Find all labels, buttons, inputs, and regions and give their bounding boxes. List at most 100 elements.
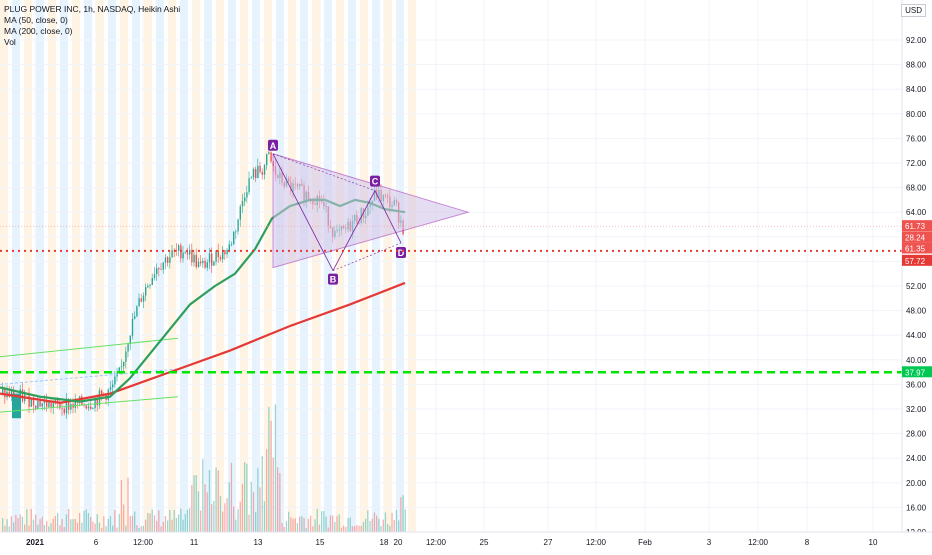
pattern-point-b: B xyxy=(330,275,337,285)
candle-body xyxy=(235,231,237,233)
volume-bar xyxy=(329,515,332,532)
candle-body xyxy=(10,390,13,397)
volume-bar xyxy=(255,512,257,532)
volume-bar xyxy=(235,519,237,532)
candle-body xyxy=(140,298,142,302)
price-tick-label: 80.00 xyxy=(906,110,927,119)
volume-bar xyxy=(54,515,57,532)
volume-bar xyxy=(250,481,252,532)
time-tick-label: 18 xyxy=(380,538,389,547)
volume-bar xyxy=(274,404,277,532)
candle-body xyxy=(255,169,257,179)
volume-bar xyxy=(134,511,136,532)
volume-bar xyxy=(116,527,118,532)
candle-body xyxy=(48,400,50,407)
candle-body xyxy=(200,261,202,264)
price-tick-label: 84.00 xyxy=(906,85,927,94)
volume-bar xyxy=(46,520,48,532)
volume-bar xyxy=(206,492,208,532)
volume-bar xyxy=(193,475,195,532)
volume-bar xyxy=(402,495,404,532)
volume-bar xyxy=(92,521,94,532)
candle-body xyxy=(28,393,30,407)
pattern-point-d: D xyxy=(398,248,405,258)
legend-vol[interactable]: Vol xyxy=(4,37,16,47)
chart-legend: PLUG POWER INC, 1h, NASDAQ, Heikin Ashi … xyxy=(4,4,180,48)
session-band xyxy=(264,0,272,532)
candle-body xyxy=(118,367,120,373)
candle-body xyxy=(68,400,70,410)
volume-bar xyxy=(395,509,398,532)
legend-symbol[interactable]: PLUG POWER INC, 1h, NASDAQ, Heikin Ashi xyxy=(4,4,181,14)
price-tick-label: 48.00 xyxy=(906,307,927,316)
volume-bar xyxy=(35,514,37,532)
volume-bar xyxy=(2,518,4,532)
time-tick-label: 10 xyxy=(869,538,878,547)
candle-body xyxy=(138,298,140,307)
session-band xyxy=(12,0,20,532)
volume-bar xyxy=(268,406,270,532)
volume-bar xyxy=(19,514,21,532)
session-band xyxy=(84,0,92,532)
legend-ma50[interactable]: MA (50, close, 0) xyxy=(4,15,68,25)
volume-bar xyxy=(81,522,83,532)
time-tick-label: 12:00 xyxy=(426,538,447,547)
time-tick-label: 6 xyxy=(94,538,99,547)
candle-body xyxy=(222,250,224,260)
volume-bar xyxy=(70,519,72,532)
volume-bar xyxy=(285,521,288,532)
candle-body xyxy=(156,268,158,275)
volume-bar xyxy=(129,516,131,532)
volume-bar xyxy=(314,519,316,532)
volume-bar xyxy=(239,501,241,532)
volume-bar xyxy=(169,509,171,532)
pattern-point-c: C xyxy=(372,177,379,187)
volume-bar xyxy=(125,525,127,532)
candle-body xyxy=(169,257,171,263)
volume-bar xyxy=(184,513,186,532)
session-band xyxy=(216,0,224,532)
candle-body xyxy=(215,250,217,262)
candle-body xyxy=(101,390,103,395)
volume-bar xyxy=(37,524,39,532)
candle-body xyxy=(39,400,41,407)
candle-body xyxy=(158,268,160,270)
volume-bar xyxy=(96,514,98,532)
session-band xyxy=(132,0,140,532)
candle-body xyxy=(46,400,48,407)
volume-bar xyxy=(237,509,239,532)
candle-body xyxy=(112,384,114,388)
volume-bar xyxy=(112,525,114,532)
volume-bar xyxy=(142,525,145,532)
volume-bar xyxy=(257,468,259,532)
volume-bar xyxy=(204,484,206,532)
currency-button[interactable]: USD xyxy=(901,4,926,17)
candle-body xyxy=(147,285,149,288)
volume-bar xyxy=(57,512,59,532)
time-axis: 2021 6 12:00 11 13 15 18 20 12:00 25 27 12:00 Feb 3 12… xyxy=(0,531,932,550)
legend-ma200[interactable]: MA (200, close, 0) xyxy=(4,26,73,36)
time-tick-label: 12:00 xyxy=(586,538,607,547)
candle-body xyxy=(52,403,54,408)
candle-body xyxy=(32,397,35,406)
volume-bar xyxy=(305,527,307,532)
time-tick-label: 27 xyxy=(544,538,553,547)
candle-body xyxy=(195,254,197,268)
volume-bar xyxy=(103,516,105,532)
price-tag-label: 37.97 xyxy=(905,368,926,377)
candle-body xyxy=(257,165,259,179)
volume-bar xyxy=(98,522,101,532)
time-tick-label: 13 xyxy=(254,538,263,547)
candle-body xyxy=(197,261,200,268)
volume-bar xyxy=(277,467,279,532)
volume-bar xyxy=(136,525,138,532)
volume-bar xyxy=(292,518,294,532)
candle-body xyxy=(92,408,94,409)
volume-bar xyxy=(318,524,321,532)
volume-bar xyxy=(197,491,200,532)
price-tick-label: 92.00 xyxy=(906,36,927,45)
volume-bar xyxy=(241,483,244,532)
candle-body xyxy=(61,408,63,410)
